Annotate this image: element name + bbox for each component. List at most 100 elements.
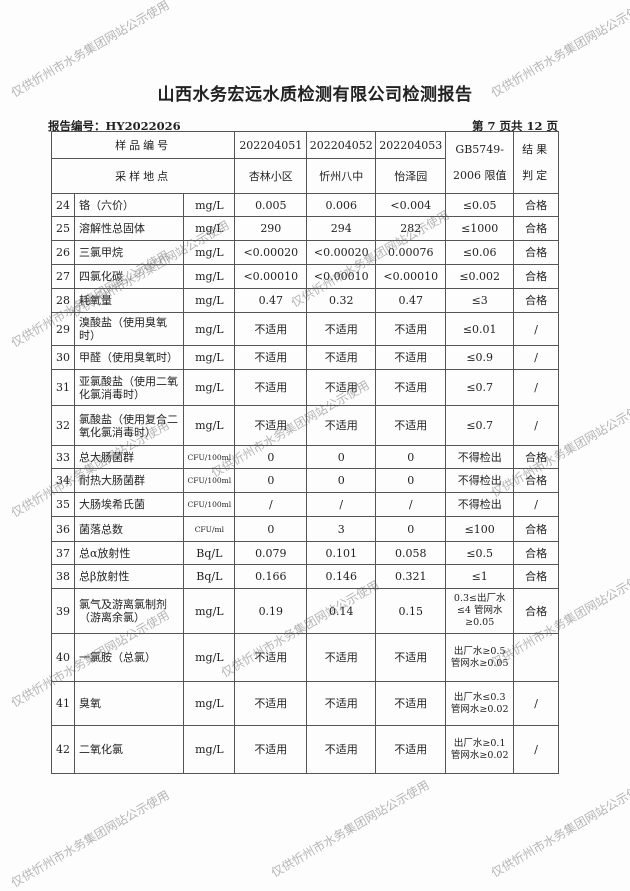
unit: mg/L — [183, 288, 236, 313]
item-number: 30 — [51, 345, 75, 370]
unit: mg/L — [183, 345, 236, 370]
value-sample-2: 不适用 — [306, 369, 377, 406]
item-name: 总大肠菌群 — [73, 445, 185, 469]
value-sample-1: 0 — [234, 468, 308, 493]
unit: mg/L — [183, 312, 236, 346]
value-sample-2: 0.101 — [306, 541, 377, 565]
value-sample-3: 0 — [375, 516, 447, 542]
result: / — [513, 725, 559, 774]
result: / — [513, 492, 559, 517]
report-title: 山西水务宏远水质检测有限公司检测报告 — [157, 85, 473, 105]
value-sample-2: / — [306, 492, 377, 517]
result: 合格 — [513, 445, 559, 469]
item-number: 29 — [51, 312, 75, 346]
item-number: 26 — [51, 240, 75, 265]
limit: 不得检出 — [445, 492, 515, 517]
result: / — [513, 312, 559, 346]
watermark: 仅供忻州市水务集团网站公示使用 — [268, 777, 432, 880]
value-sample-3: 0 — [375, 468, 447, 493]
item-name: 亚氯酸盐（使用二氧化氯消毒时） — [73, 369, 185, 406]
value-sample-3: 不适用 — [375, 725, 447, 774]
result: 合格 — [513, 541, 559, 565]
table-row: 29 溴酸盐（使用臭氧时） mg/L 不适用 不适用 不适用 ≤0.01/ — [51, 312, 559, 346]
limit: ≤0.05 — [445, 193, 515, 217]
value-sample-1: 0.079 — [234, 541, 308, 565]
value-sample-2: 不适用 — [306, 681, 377, 726]
value-sample-2: 0.32 — [306, 288, 377, 313]
value-sample-1: 0.166 — [234, 564, 308, 589]
unit: mg/L — [183, 633, 236, 682]
item-number: 31 — [51, 369, 75, 406]
item-name: 二氧化氯 — [73, 725, 185, 774]
result: 合格 — [513, 240, 559, 265]
table-row: 30 甲醛（使用臭氧时） mg/L 不适用 不适用 不适用 ≤0.9/ — [51, 345, 559, 370]
value-sample-2: 不适用 — [306, 725, 377, 774]
value-sample-1: <0.00020 — [234, 240, 308, 265]
result: / — [513, 405, 559, 446]
limit: ≤0.9 — [445, 345, 515, 370]
sample-id-3: 202204053 — [375, 131, 447, 159]
limit: 不得检出 — [445, 468, 515, 493]
item-number: 41 — [51, 681, 75, 726]
value-sample-1: 不适用 — [234, 681, 308, 726]
item-name: 甲醛（使用臭氧时） — [73, 345, 185, 370]
limit: ≤0.01 — [445, 312, 515, 346]
value-sample-3: <0.00010 — [375, 264, 447, 289]
result: / — [513, 369, 559, 406]
value-sample-2: 不适用 — [306, 405, 377, 446]
limit: 不得检出 — [445, 445, 515, 469]
table-row: 42 二氧化氯 mg/L 不适用 不适用 不适用 出厂水≥0.1 管网水≥0.02/ — [51, 725, 559, 774]
watermark: 仅供忻州市水务集团网站公示使用 — [8, 787, 172, 890]
table-row: 25 溶解性总固体 mg/L 290 294 282 ≤1000 合格 — [51, 216, 559, 241]
limit: 出厂水≥0.1 管网水≥0.02 — [445, 725, 515, 774]
item-name: 总α放射性 — [73, 541, 185, 565]
value-sample-3: 不适用 — [375, 312, 447, 346]
table-row: 28 耗氧量 mg/L 0.47 0.32 0.47 ≤3 合格 — [51, 288, 559, 313]
value-sample-1: <0.00010 — [234, 264, 308, 289]
limit: ≤0.5 — [445, 541, 515, 565]
unit: Bq/L — [183, 541, 236, 565]
value-sample-3: <0.004 — [375, 193, 447, 217]
result: / — [513, 345, 559, 370]
value-sample-2: 294 — [306, 216, 377, 241]
item-number: 40 — [51, 633, 75, 682]
limit: ≤0.7 — [445, 369, 515, 406]
value-sample-2: <0.00020 — [306, 240, 377, 265]
limit: ≤1 — [445, 564, 515, 589]
sample-id-1: 202204051 — [234, 131, 308, 159]
value-sample-3: 0.15 — [375, 588, 447, 634]
unit: mg/L — [183, 264, 236, 289]
limit: ≤0.002 — [445, 264, 515, 289]
item-name: 四氯化碳 — [73, 264, 185, 289]
watermark: 仅供忻州市水务集团网站公示使用 — [488, 777, 630, 880]
results-table: 样品编号 202204051 202204052 202204053 GB574… — [50, 131, 559, 774]
value-sample-2: 不适用 — [306, 345, 377, 370]
unit: mg/L — [183, 193, 236, 217]
page-number: 第 7 页共 12 页 — [471, 119, 558, 133]
sample-id-label: 样品编号 — [50, 131, 236, 159]
item-number: 38 — [51, 564, 75, 589]
limit: ≤0.06 — [445, 240, 515, 265]
location-1: 杏林小区 — [234, 158, 308, 194]
unit: CFU/100ml — [183, 445, 236, 469]
table-row: 37 总α放射性 Bq/L 0.079 0.101 0.058 ≤0.5 合格 — [51, 541, 559, 565]
value-sample-3: 0.00076 — [375, 240, 447, 265]
result: 合格 — [513, 216, 559, 241]
value-sample-1: 0.47 — [234, 288, 308, 313]
value-sample-3: 282 — [375, 216, 447, 241]
limit-header: GB5749-2006 限值 — [445, 131, 515, 194]
unit: mg/L — [183, 369, 236, 406]
item-number: 37 — [51, 541, 75, 565]
table-row: 36 菌落总数 CFU/ml 0 3 0 ≤100 合格 — [51, 516, 559, 542]
result: 合格 — [513, 588, 559, 634]
result: 合格 — [513, 264, 559, 289]
report-number: 报告编号：HY2022026 — [48, 119, 181, 133]
item-number: 32 — [51, 405, 75, 446]
value-sample-2: 0.14 — [306, 588, 377, 634]
table-row: 31 亚氯酸盐（使用二氧化氯消毒时） mg/L 不适用 不适用 不适用 ≤0.7/ — [51, 369, 559, 406]
value-sample-3: 不适用 — [375, 405, 447, 446]
value-sample-3: 0 — [375, 445, 447, 469]
value-sample-3: 0.321 — [375, 564, 447, 589]
result-header: 结果判定 — [513, 131, 559, 194]
table-row: 40 一氯胺（总氯） mg/L 不适用 不适用 不适用 出厂水≥0.5 管网水≥0.05 — [51, 633, 559, 682]
